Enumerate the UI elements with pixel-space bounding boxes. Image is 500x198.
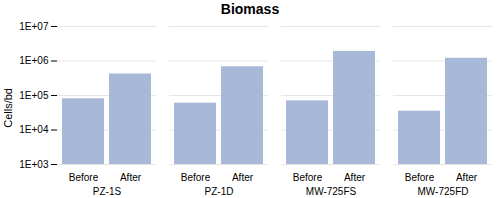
- svg-text:Before: Before: [405, 172, 435, 183]
- svg-text:Before: Before: [69, 172, 99, 183]
- html-text:Biomass: Biomass: [220, 1, 280, 17]
- svg-text:PZ-1S: PZ-1S: [93, 186, 122, 197]
- svg-text:MW-725FS: MW-725FS: [306, 186, 357, 197]
- svg-text:After: After: [344, 172, 366, 183]
- svg-text:1E+05: 1E+05: [19, 90, 49, 101]
- html-text:Cells/bd: Cells/bd: [2, 88, 14, 128]
- svg-text:After: After: [232, 172, 254, 183]
- svg-text:Before: Before: [181, 172, 211, 183]
- svg-text:1E+06: 1E+06: [19, 55, 49, 66]
- svg-text:1E+04: 1E+04: [19, 124, 49, 135]
- svg-text:MW-725FD: MW-725FD: [418, 186, 469, 197]
- svg-text:1E+03: 1E+03: [19, 159, 49, 170]
- svg-text:1E+07: 1E+07: [19, 21, 49, 32]
- svg-text:After: After: [120, 172, 142, 183]
- svg-text:Before: Before: [293, 172, 323, 183]
- svg-text:After: After: [456, 172, 478, 183]
- svg-text:PZ-1D: PZ-1D: [205, 186, 234, 197]
